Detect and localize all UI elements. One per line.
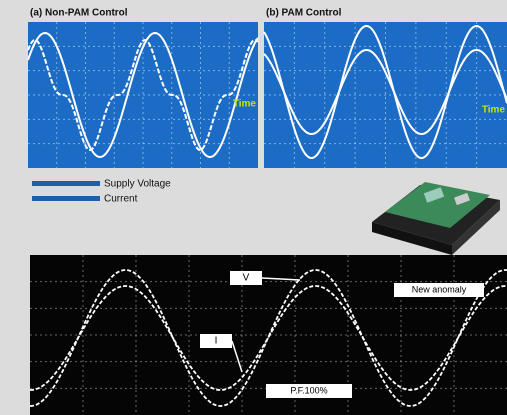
callout: New anomaly <box>412 284 467 294</box>
pointer <box>261 277 301 281</box>
axis-label: Time <box>233 99 257 110</box>
label-box <box>266 384 352 398</box>
voltage-wave <box>263 25 507 159</box>
legend-label: Current <box>104 194 138 205</box>
legend-label: Supply Voltage <box>104 179 171 190</box>
pointer <box>231 340 243 373</box>
screen <box>264 22 507 168</box>
legend-swatch <box>32 196 100 201</box>
voltage-wave <box>27 31 259 159</box>
current-wave <box>27 38 259 152</box>
power-factor: P.F.100% <box>290 385 327 395</box>
label-box <box>230 271 262 285</box>
current-label: I <box>215 336 218 347</box>
axis-label: Time <box>482 105 506 116</box>
voltage-wave <box>30 269 507 407</box>
panel-title: (a) Non-PAM Control <box>30 8 128 19</box>
panel-title: (b) PAM Control <box>266 8 342 19</box>
voltage-label: V <box>243 273 250 284</box>
current-wave <box>30 285 507 391</box>
device <box>372 182 500 255</box>
label-box <box>394 283 484 297</box>
panel-b <box>263 22 507 168</box>
label-box <box>200 334 232 348</box>
panel-a <box>27 22 259 168</box>
legend-swatch <box>32 181 100 186</box>
current-wave <box>263 49 507 135</box>
